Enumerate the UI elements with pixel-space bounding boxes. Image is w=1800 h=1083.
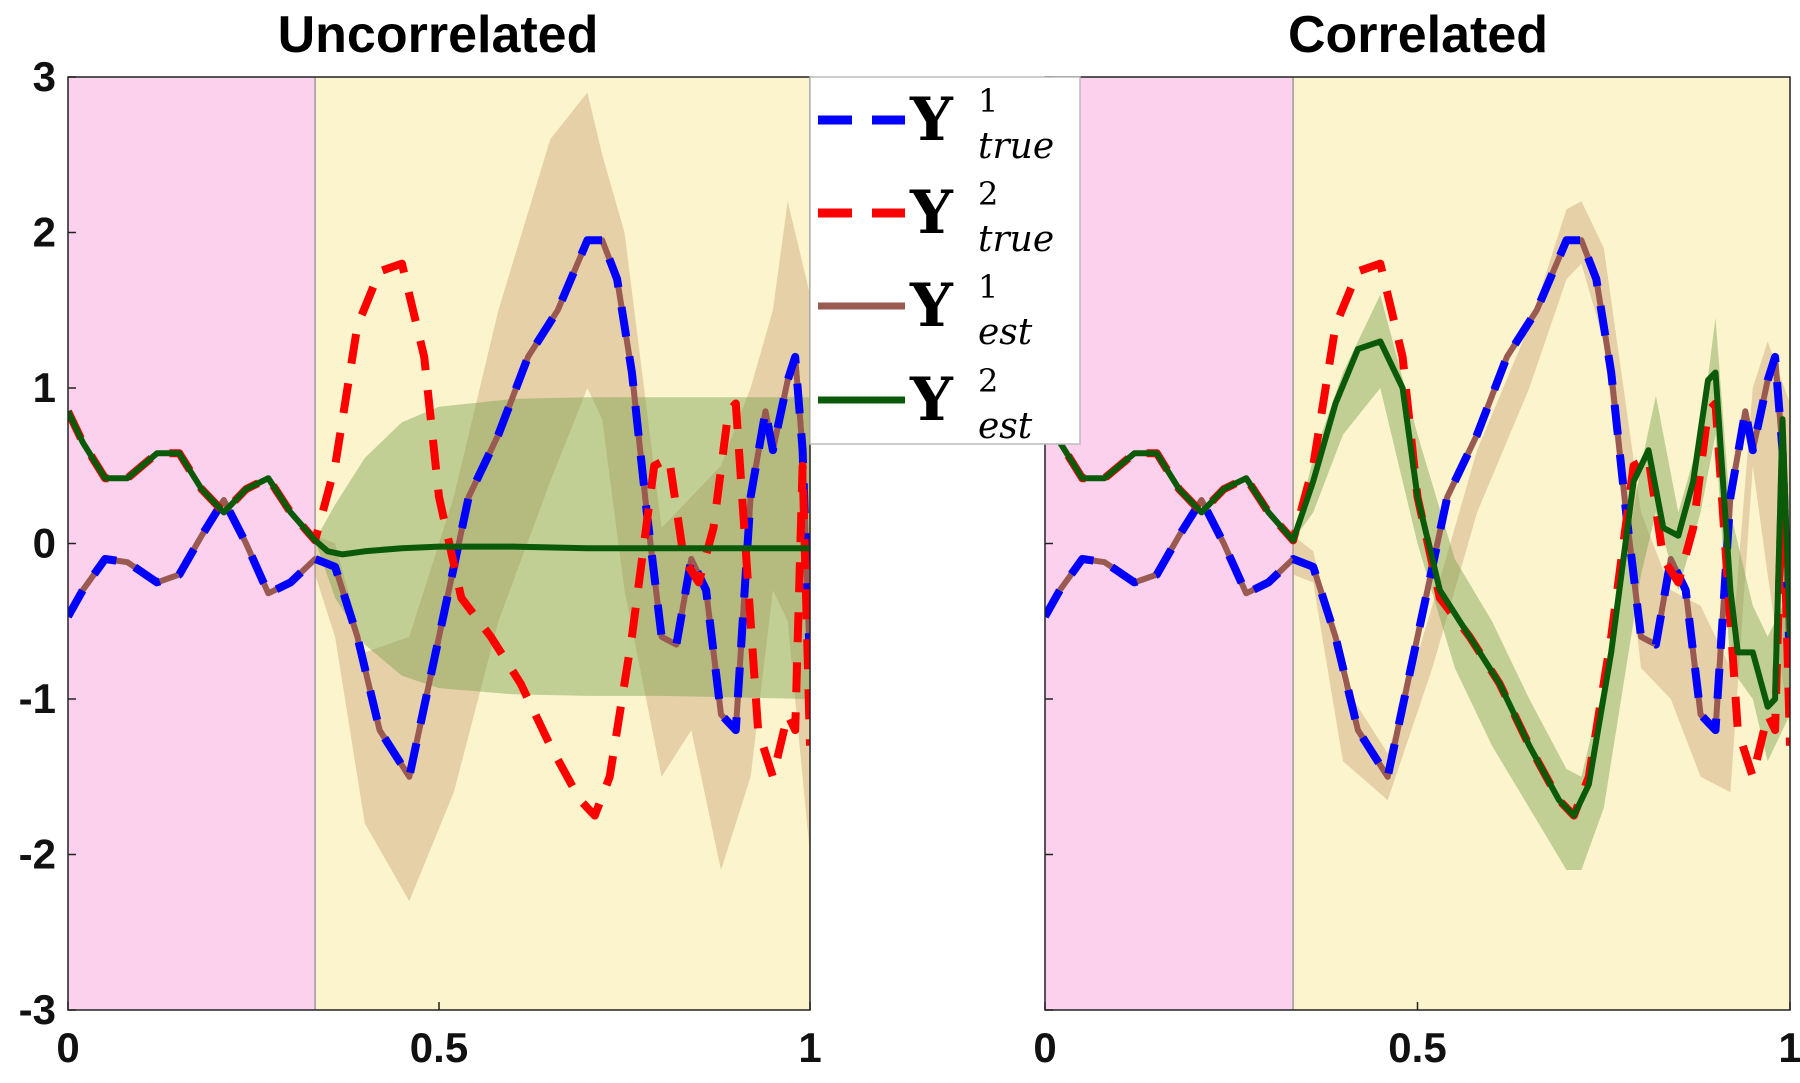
line-y2-est: [1045, 338, 1790, 819]
ytick-label: 2: [33, 209, 56, 256]
legend-sub-y1-true: true: [978, 126, 1054, 167]
legend-box: [809, 76, 1081, 445]
ytick-label: 1: [33, 364, 56, 411]
legend-sup-y2-est: 2: [978, 362, 998, 400]
region-predicted: [315, 77, 810, 1010]
xtick-label: 1: [798, 1024, 821, 1071]
legend-sup-y2-true: 2: [978, 175, 998, 213]
legend-symbol-y2-true: Y: [909, 178, 954, 248]
confidence-band-y1: [315, 92, 810, 902]
legend-entry-y1-true: Y 1 true: [818, 82, 1054, 167]
legend-entry-y2-true: Y 2 true: [818, 175, 1054, 260]
legend-symbol-y1-est: Y: [909, 271, 954, 341]
legend-sup-y1-true: 1: [978, 82, 998, 120]
panel-correlated: 0 0.5 1: [1033, 76, 1800, 1071]
xtick-label: 0.5: [410, 1024, 468, 1071]
ytick-label: 0: [33, 520, 56, 567]
legend-symbol-y1-true: Y: [909, 85, 954, 155]
xtick-label: 0: [56, 1024, 79, 1071]
ytick-label: -3: [19, 986, 56, 1033]
ytick-label: 3: [33, 53, 56, 100]
line-y2-est: [68, 410, 810, 558]
ytick-label: -1: [19, 675, 56, 722]
title-uncorrelated: Uncorrelated: [278, 6, 599, 64]
legend-sub-y2-true: true: [978, 219, 1054, 260]
legend-entry-y1-est: Y 1 est: [818, 268, 1033, 353]
legend-sub-y1-est: est: [978, 312, 1033, 353]
region-observed: [1045, 77, 1294, 1010]
title-correlated: Correlated: [1288, 6, 1548, 64]
legend: Y 1 true Y 2 true Y 1 est Y 2 est: [809, 76, 1081, 447]
panel-uncorrelated: -3 -2 -1 0 1 2 3 0 0.5 1: [19, 53, 822, 1071]
xtick-label: 0: [1033, 1024, 1056, 1071]
legend-sup-y1-est: 1: [978, 268, 998, 306]
legend-sub-y2-est: est: [978, 406, 1033, 447]
region-predicted: [1293, 77, 1790, 1010]
xtick-label: 1: [1778, 1024, 1800, 1071]
legend-symbol-y2-est: Y: [909, 365, 954, 435]
ytick-label: -2: [19, 831, 56, 878]
legend-entry-y2-est: Y 2 est: [818, 362, 1033, 447]
region-observed: [68, 77, 316, 1010]
xtick-label: 0.5: [1388, 1024, 1446, 1071]
confidence-band-y2: [1293, 294, 1790, 870]
confidence-band-y1: [1293, 201, 1790, 801]
